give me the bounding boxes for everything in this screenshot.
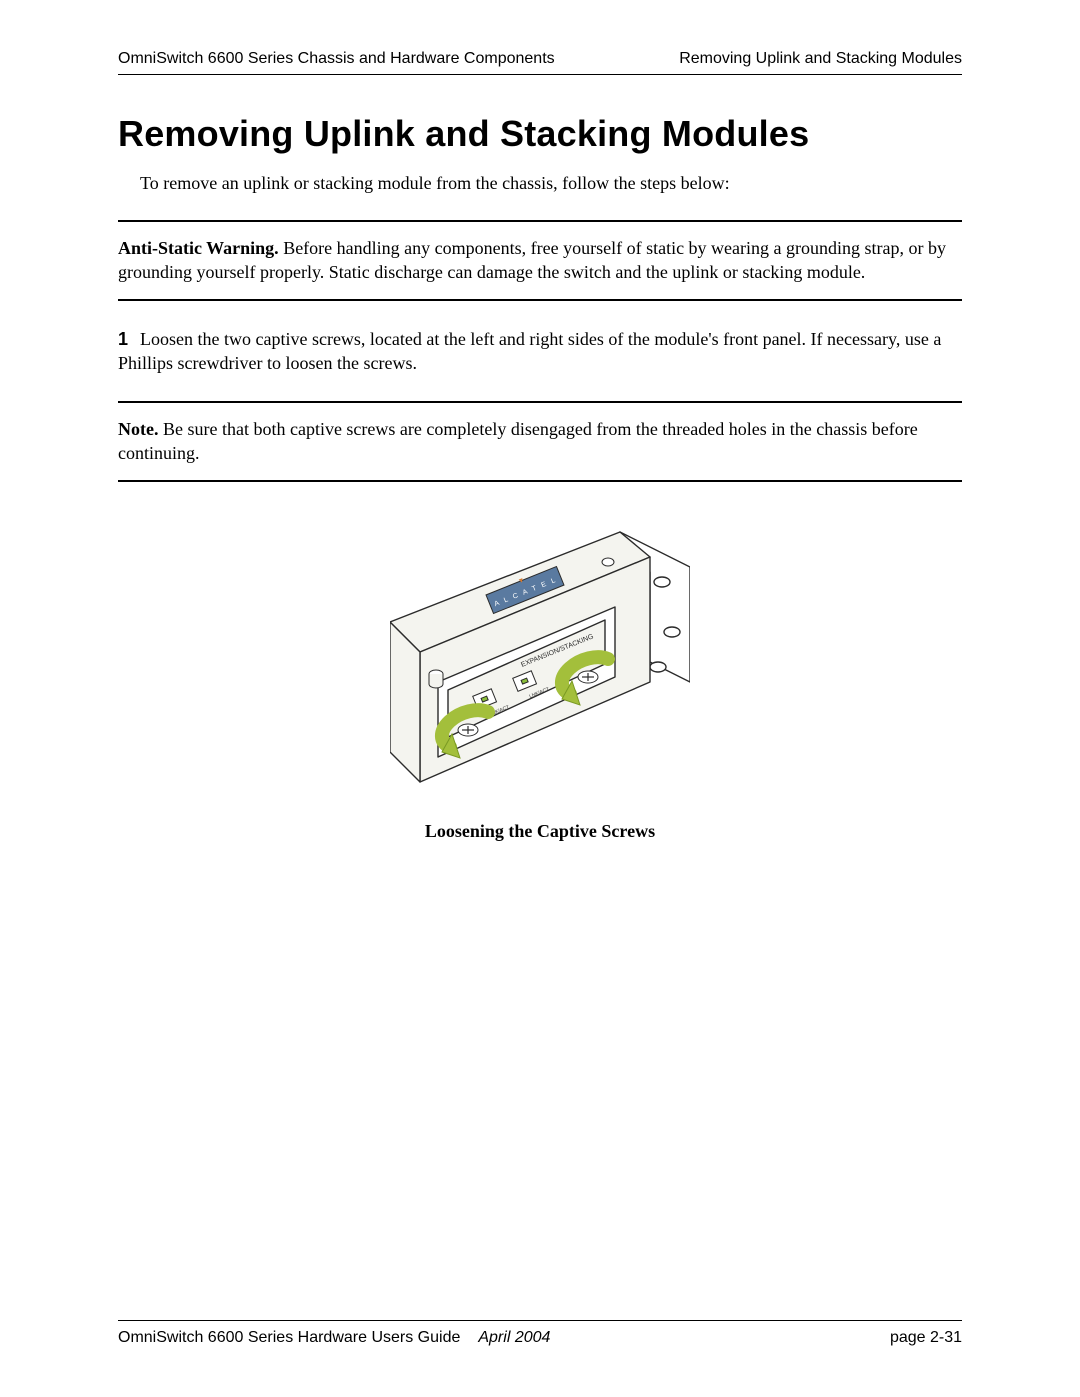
footer-page: page 2-31 — [890, 1329, 962, 1347]
header-left: OmniSwitch 6600 Series Chassis and Hardw… — [118, 50, 555, 68]
step-1-number: 1 — [118, 327, 140, 351]
note-text: Be sure that both captive screws are com… — [118, 419, 918, 463]
warning-block: Anti-Static Warning. Before handling any… — [118, 220, 962, 301]
figure-wrapper: A L C A T E L EXPANSION/STACKING LNK/ACT — [118, 512, 962, 842]
step-1-text: Loosen the two captive screws, located a… — [118, 329, 941, 373]
warning-label: Anti-Static Warning. — [118, 238, 279, 258]
intro-paragraph: To remove an uplink or stacking module f… — [140, 173, 962, 194]
running-header: OmniSwitch 6600 Series Chassis and Hardw… — [118, 50, 962, 75]
note-label: Note. — [118, 419, 158, 439]
running-footer: OmniSwitch 6600 Series Hardware Users Gu… — [118, 1320, 962, 1347]
figure-caption: Loosening the Captive Screws — [118, 821, 962, 842]
note-block: Note. Be sure that both captive screws a… — [118, 401, 962, 482]
step-1: 1Loosen the two captive screws, located … — [118, 327, 962, 376]
footer-date: April 2004 — [478, 1329, 550, 1347]
page-content: OmniSwitch 6600 Series Chassis and Hardw… — [118, 50, 962, 1347]
footer-guide: OmniSwitch 6600 Series Hardware Users Gu… — [118, 1329, 460, 1347]
figure-illustration: A L C A T E L EXPANSION/STACKING LNK/ACT — [390, 512, 690, 802]
switch-module-svg: A L C A T E L EXPANSION/STACKING LNK/ACT — [390, 512, 690, 802]
header-right: Removing Uplink and Stacking Modules — [679, 50, 962, 68]
page-title: Removing Uplink and Stacking Modules — [118, 113, 962, 155]
